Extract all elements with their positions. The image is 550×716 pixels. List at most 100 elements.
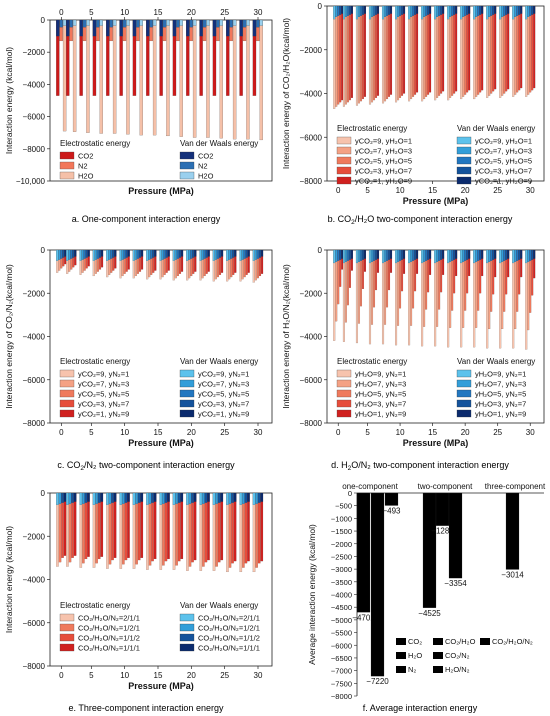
bar-vdw-4 xyxy=(442,249,445,259)
bar-elec-0 xyxy=(473,249,476,348)
bar-vdw-2 xyxy=(372,5,376,16)
bar-elec-2 xyxy=(151,492,154,562)
bar-vdw-1 xyxy=(449,5,452,18)
bar-elec-1 xyxy=(255,492,258,568)
bar-vdw-0 xyxy=(421,5,424,20)
legend-swatch-elec xyxy=(336,369,352,378)
x-tick-label: 30 xyxy=(254,428,263,437)
bar-vdw-1 xyxy=(357,5,361,18)
bar-vdw-2 xyxy=(503,5,506,16)
bar-vdw-0 xyxy=(525,5,528,20)
bar-vdw-2 xyxy=(206,19,210,26)
bar-vdw-2 xyxy=(337,249,340,261)
bar-vdw-3 xyxy=(72,249,75,258)
legend-label-elec: yCO₂=1, yH₂O=9 xyxy=(355,177,412,186)
bar-vdw-0 xyxy=(92,19,97,37)
bar-elec-0 xyxy=(381,249,385,345)
y-tick-label: −6500 xyxy=(331,654,352,663)
y-tick-label: −4000 xyxy=(23,333,46,342)
bar-elec-1 xyxy=(527,249,530,331)
bar-vdw-2 xyxy=(259,19,263,26)
bar-vdw-4 xyxy=(507,5,510,14)
bar-vdw-2 xyxy=(244,492,248,503)
y-tick-label: −3500 xyxy=(331,578,352,587)
bar-vdw-2 xyxy=(451,5,454,16)
bar-vdw-4 xyxy=(389,249,393,259)
bar-elec-1 xyxy=(423,5,426,100)
legend-label-elec: N2 xyxy=(78,162,88,171)
bar-vdw-1 xyxy=(201,249,204,260)
bar-vdw-4 xyxy=(403,5,406,14)
bar-vdw-2 xyxy=(230,249,233,259)
bar-elec-4 xyxy=(416,5,419,93)
avg-bar-label: −493 xyxy=(382,507,401,516)
legend-label-elec: yH₂O=5, yN₂=5 xyxy=(355,390,406,399)
bar-vdw-3 xyxy=(361,249,365,260)
bar-vdw-0 xyxy=(226,492,229,505)
bar-vdw-4 xyxy=(350,249,353,259)
bar-vdw-0 xyxy=(226,19,230,37)
x-tick-label: 25 xyxy=(493,428,502,437)
panel-f-plot: 0 −500 −1000 −1500 −2000 −2500 −3000 −3500 −4000… xyxy=(307,482,546,701)
bar-elec-0 xyxy=(333,249,336,341)
y-tick-label: −4500 xyxy=(331,603,352,612)
bar-vdw-1 xyxy=(423,249,426,262)
bar-vdw-4 xyxy=(341,249,344,259)
legend-label-elec: yCO₂=9, yN₂=1 xyxy=(78,370,129,379)
bar-vdw-3 xyxy=(247,492,250,502)
panel-b: 0 −2000 −4000 −6000 −8000 0 5 10 15 20 25 30 Pressur… xyxy=(281,2,545,226)
bar-vdw-2 xyxy=(257,492,261,503)
legend-label-vdw: yCO₂=9, yN₂=1 xyxy=(198,370,249,379)
legend-label-elec: CO₂/H₂O/N₂=1/2/1 xyxy=(78,624,140,633)
bar-elec-3 xyxy=(427,5,430,95)
bar-elec-1 xyxy=(228,492,232,568)
bar-vdw-2 xyxy=(72,19,77,26)
bar-vdw-2 xyxy=(359,5,363,16)
bar-vdw-4 xyxy=(376,249,380,259)
bar-vdw-1 xyxy=(527,5,530,18)
legend-label-vdw: yCO₂=7, yN₂=3 xyxy=(198,380,249,389)
x-axis-label: Pressure (MPa) xyxy=(403,438,469,448)
bar-vdw-1 xyxy=(462,249,465,262)
bar-vdw-0 xyxy=(159,19,163,37)
bar-vdw-1 xyxy=(96,19,100,28)
bar-elec-3 xyxy=(453,5,456,94)
legend-label-vdw: yH₂O=3, yN₂=7 xyxy=(475,400,526,409)
bar-vdw-0 xyxy=(186,19,190,37)
y-tick-label: −4000 xyxy=(300,90,323,99)
bar-vdw-1 xyxy=(228,249,231,260)
bar-vdw-0 xyxy=(486,249,489,264)
bar-vdw-1 xyxy=(514,5,517,18)
bar-vdw-4 xyxy=(220,249,224,257)
bar-elec-3 xyxy=(518,5,521,91)
bar-vdw-3 xyxy=(479,249,482,260)
bar-vdw-2 xyxy=(112,19,117,26)
legend-swatch-elec xyxy=(59,633,75,642)
bar-elec-1 xyxy=(462,5,465,97)
legend-swatch-vdw xyxy=(456,389,472,398)
bar-elec-3 xyxy=(167,492,170,560)
bar-elec-3 xyxy=(401,5,404,96)
bar-elec-4 xyxy=(403,5,406,94)
bar-vdw-0 xyxy=(56,19,60,37)
bar-elec-0 xyxy=(473,5,476,100)
y-tick-label: −7500 xyxy=(331,679,352,688)
bar-elec-0 xyxy=(408,5,411,102)
panel-a-plot: 0 −2000 −4000 −6000 −8000 −10,000 0 5 10 15 20 25 30… xyxy=(4,8,273,196)
legend-swatch xyxy=(396,638,406,645)
bar-elec-4 xyxy=(494,5,497,90)
bar-vdw-4 xyxy=(403,249,406,259)
legend-swatch-vdw xyxy=(456,409,472,418)
legend-swatch-vdw xyxy=(456,176,472,185)
panel-b-caption: b. CO2/H₂O two-component interaction ene… xyxy=(328,214,513,226)
bar-vdw-3 xyxy=(466,5,469,15)
legend-label-elec: H2O xyxy=(78,172,94,181)
bar-vdw-3 xyxy=(401,249,404,260)
bar-elec-2 xyxy=(246,19,250,140)
bar-elec-1 xyxy=(527,5,530,95)
y-tick-label: −2000 xyxy=(300,46,323,55)
bar-vdw-2 xyxy=(191,492,194,503)
legend-label-elec: yH₂O=1, yN₂=9 xyxy=(355,410,406,419)
group-label: three-component xyxy=(485,482,546,491)
bar-vdw-4 xyxy=(429,5,432,14)
